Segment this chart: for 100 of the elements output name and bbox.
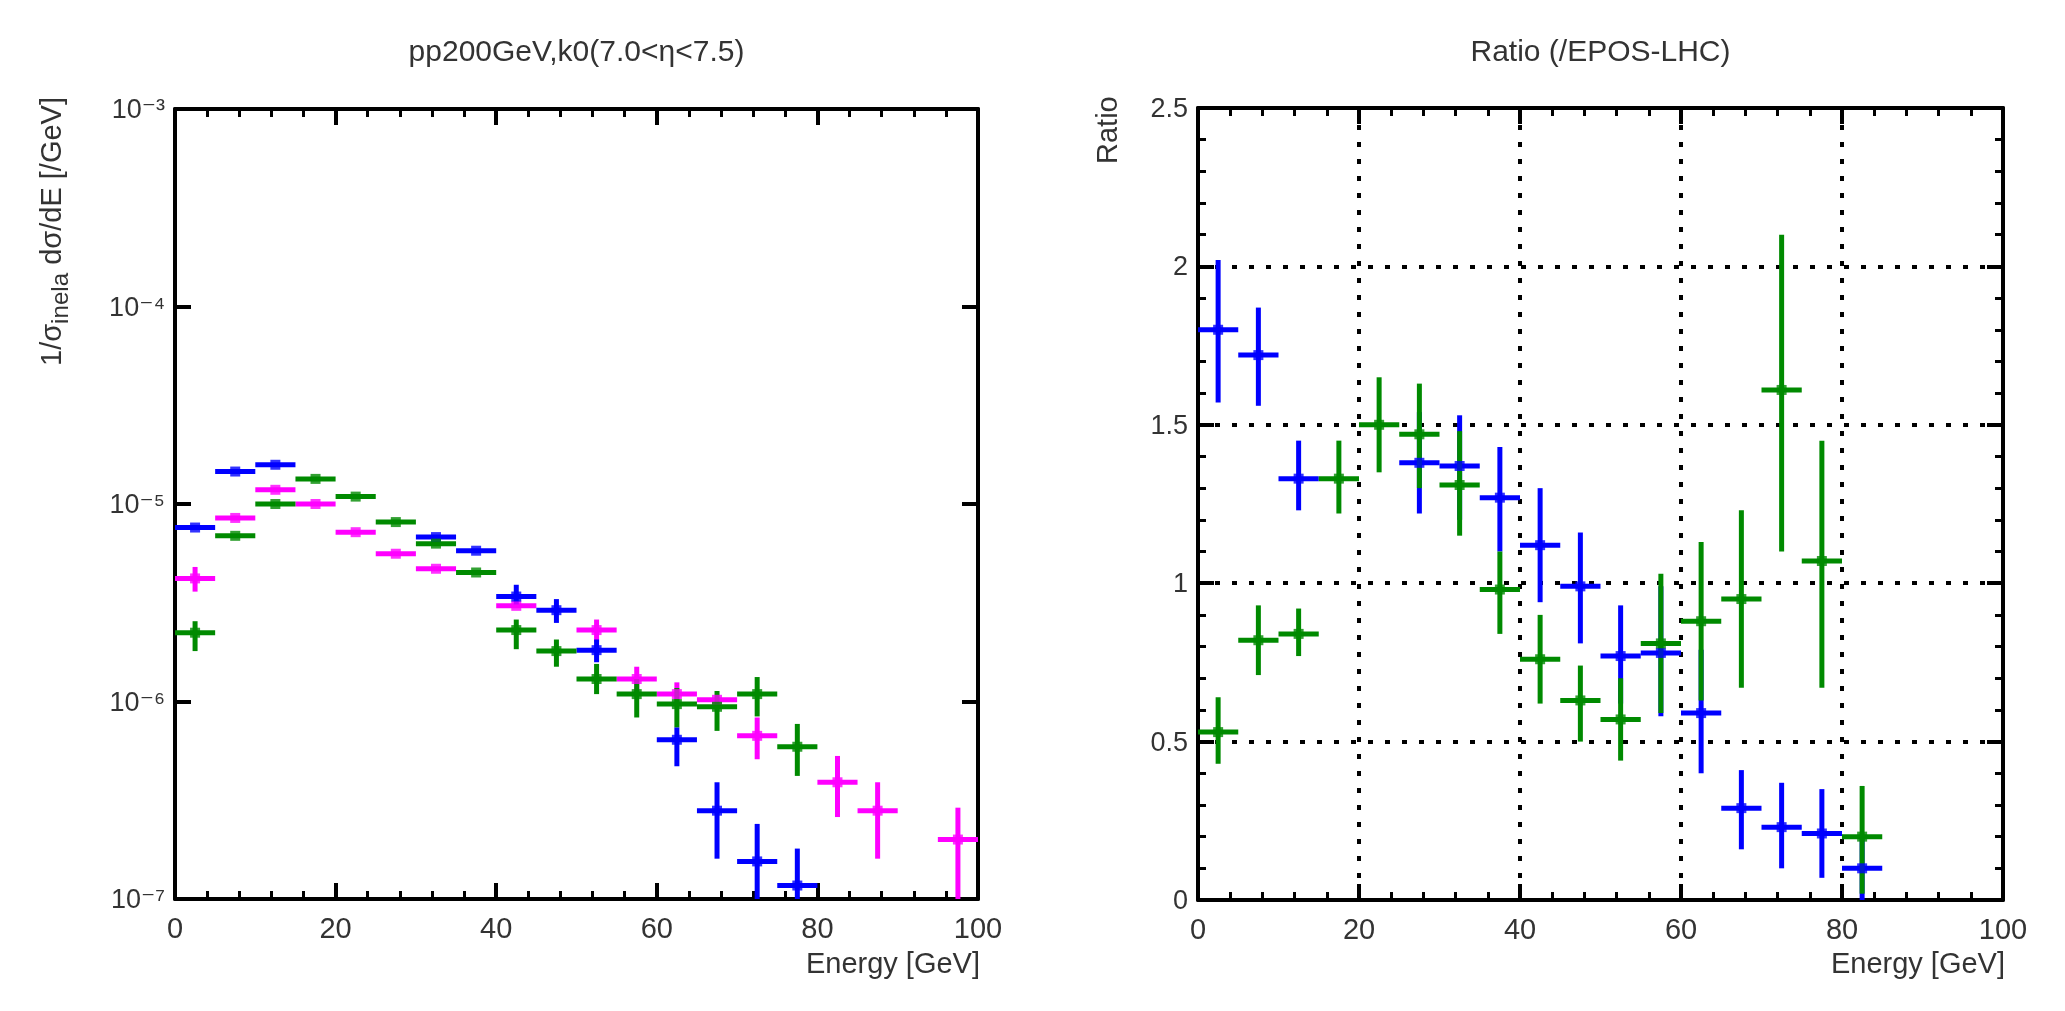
x-tick-label: 100: [1978, 912, 2028, 945]
point: [190, 573, 201, 584]
point: [471, 545, 482, 556]
point: [1615, 714, 1626, 725]
point: [671, 699, 682, 710]
point: [1776, 384, 1787, 395]
point: [270, 459, 281, 470]
y-tick-label: 10⁻⁵: [109, 489, 165, 519]
point: [1454, 479, 1465, 490]
point: [310, 499, 321, 509]
x-tick-label: 80: [801, 911, 834, 944]
point: [1293, 473, 1304, 484]
point: [1816, 828, 1827, 839]
point: [1816, 556, 1827, 567]
point: [1374, 419, 1385, 430]
point: [1736, 803, 1747, 814]
x-tick-label: 60: [640, 911, 673, 944]
point: [511, 591, 522, 602]
point: [1253, 350, 1264, 361]
point: [1696, 616, 1707, 627]
point: [832, 777, 843, 788]
x-tick-label: 20: [319, 911, 352, 944]
point: [1213, 727, 1224, 738]
point: [390, 548, 401, 559]
point: [752, 856, 763, 867]
point: [712, 805, 723, 816]
point: [1857, 831, 1868, 842]
point: [1857, 863, 1868, 874]
point: [1655, 638, 1666, 649]
point: [1776, 822, 1787, 833]
y-tick-label: 10⁻⁴: [109, 291, 165, 322]
x-tick-label: 40: [480, 911, 513, 944]
point: [551, 646, 562, 657]
point: [230, 512, 241, 523]
point: [270, 499, 281, 509]
point: [1213, 324, 1224, 335]
x-tick-label: 100: [953, 911, 1003, 944]
point: [712, 701, 723, 712]
point: [390, 517, 401, 528]
x-tick-label: 20: [1342, 912, 1376, 945]
point: [752, 730, 763, 741]
point: [190, 627, 201, 638]
x-tick-label: 60: [1664, 912, 1698, 945]
point: [1655, 647, 1666, 658]
y-tick-label: 2.5: [1150, 93, 1188, 123]
point: [1494, 584, 1505, 595]
point: [1454, 460, 1465, 471]
point: [591, 625, 602, 636]
point: [350, 491, 361, 502]
y-tick-label: 1: [1172, 568, 1188, 599]
x-tick-label: 80: [1825, 912, 1859, 945]
point: [471, 567, 482, 578]
point: [310, 473, 321, 484]
point: [1615, 651, 1626, 662]
point: [591, 645, 602, 656]
point: [511, 600, 522, 611]
point: [671, 689, 682, 700]
y-axis-title: Ratio: [1090, 96, 1124, 164]
point: [350, 527, 361, 538]
y-tick-label: 2: [1172, 251, 1188, 282]
y-tick-label: 0.5: [1150, 726, 1188, 757]
y-tick-label: 10⁻³: [111, 94, 165, 124]
x-axis-title: Energy [GeV]: [1830, 947, 2005, 979]
point: [230, 530, 241, 541]
y-tick-label: 10⁻⁶: [109, 686, 165, 717]
y-tick-label: 0: [1172, 885, 1188, 915]
point: [1535, 540, 1546, 551]
x-tick-label: 40: [1503, 912, 1537, 945]
point: [792, 880, 803, 891]
point: [1414, 429, 1425, 440]
point: [631, 689, 642, 700]
chart-title: pp200GeV,k0(7.0<η<7.5): [408, 33, 745, 67]
point: [1494, 492, 1505, 503]
point: [1535, 654, 1546, 665]
point: [230, 466, 241, 477]
point: [1696, 708, 1707, 719]
point: [752, 689, 763, 700]
point: [430, 538, 441, 549]
chart-title: Ratio (/EPOS-LHC): [1470, 33, 1731, 67]
x-axis-title: Energy [GeV]: [805, 947, 980, 979]
point: [430, 563, 441, 574]
point: [1414, 457, 1425, 468]
y-tick-label: 1.5: [1150, 409, 1188, 440]
point: [591, 674, 602, 684]
point: [792, 741, 803, 752]
point: [1575, 581, 1586, 592]
point: [631, 674, 642, 684]
point: [952, 834, 963, 845]
point: [671, 734, 682, 745]
point: [190, 522, 201, 533]
point: [872, 805, 883, 816]
point: [1253, 635, 1264, 646]
point: [551, 605, 562, 616]
point: [1736, 594, 1747, 605]
point: [270, 484, 281, 495]
point: [1333, 473, 1344, 484]
point: [1293, 628, 1304, 639]
point: [511, 625, 522, 636]
point: [1575, 695, 1586, 706]
y-tick-label: 10⁻⁷: [110, 884, 165, 914]
